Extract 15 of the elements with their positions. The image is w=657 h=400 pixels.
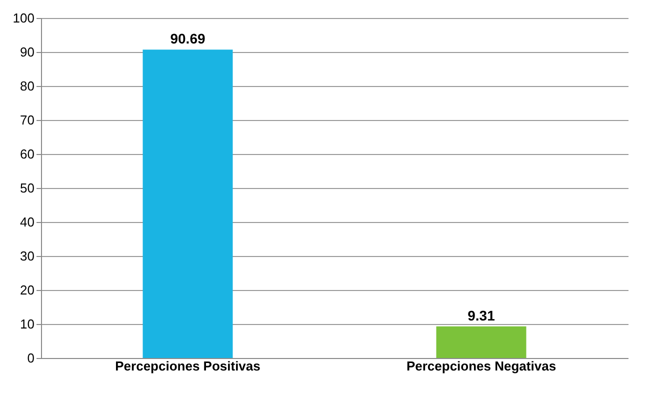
- y-tick-label: 60: [20, 146, 34, 162]
- data-label: 9.31: [468, 307, 496, 324]
- y-tick-label: 30: [20, 248, 34, 264]
- y-tick-label: 70: [20, 112, 34, 128]
- x-tick-label: Percepciones Positivas: [115, 358, 260, 374]
- data-label: 90.69: [170, 30, 206, 47]
- y-tick-label: 20: [20, 282, 34, 298]
- y-tick-label: 80: [20, 78, 34, 94]
- y-tick-label: 100: [12, 10, 34, 26]
- y-tick-label: 10: [20, 316, 34, 332]
- y-tick-label: 50: [20, 180, 34, 196]
- x-tick-label: Percepciones Negativas: [406, 358, 556, 374]
- y-tick-label: 0: [27, 350, 34, 366]
- y-tick-label: 40: [20, 214, 34, 230]
- y-tick-label: 90: [20, 44, 34, 60]
